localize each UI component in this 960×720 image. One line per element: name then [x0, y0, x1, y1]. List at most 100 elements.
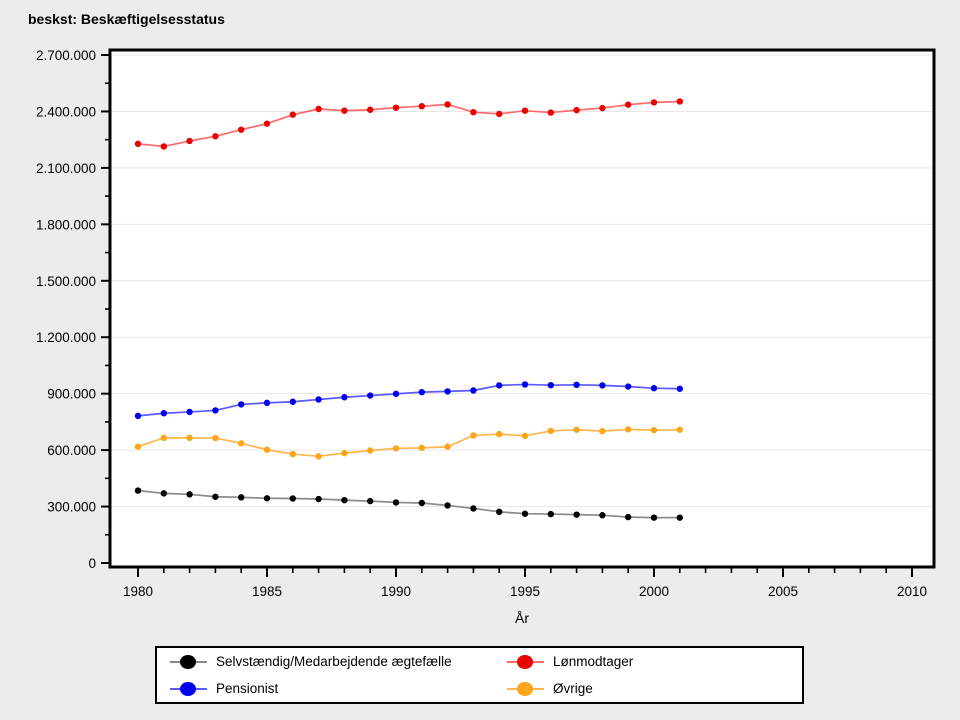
- x-axis-tick-label: 1995: [510, 584, 540, 599]
- data-point: [392, 445, 400, 452]
- data-point: [186, 137, 193, 145]
- data-point: [547, 109, 554, 116]
- data-point: [496, 508, 503, 516]
- data-point: [650, 426, 658, 434]
- y-axis-tick-label: 1.800.000: [36, 217, 96, 232]
- data-point: [573, 381, 580, 389]
- data-point: [418, 499, 425, 507]
- y-axis-tick-label: 2.400.000: [36, 104, 96, 119]
- x-axis-tick-label: 2005: [768, 584, 798, 599]
- line-chart-canvas: 0 300.000 600.000 900.000 1.200.000 1.500.000…: [36, 48, 936, 626]
- data-point: [547, 510, 554, 518]
- data-point: [676, 426, 683, 433]
- data-point: [625, 101, 632, 108]
- data-point: [547, 427, 554, 435]
- series-line-3: [137, 428, 680, 458]
- data-point: [392, 390, 400, 398]
- data-point: [599, 512, 606, 519]
- data-point: [521, 432, 529, 440]
- y-axis-tick-label: 900.000: [47, 387, 96, 402]
- y-axis-tick-label: 2.100.000: [36, 161, 96, 176]
- data-point: [238, 401, 245, 408]
- data-point: [212, 407, 219, 414]
- data-point: [160, 434, 167, 442]
- data-point: [573, 426, 580, 433]
- data-point: [186, 408, 193, 416]
- data-point: [341, 394, 348, 401]
- data-point: [160, 410, 167, 417]
- data-point: [315, 396, 322, 403]
- data-point: [521, 510, 529, 517]
- data-point: [186, 491, 193, 498]
- data-point: [289, 450, 296, 458]
- data-point: [650, 99, 658, 106]
- data-point: [418, 388, 425, 396]
- legend-item-oevrige: Øvrige: [507, 681, 802, 697]
- chart-legend: Selvstændig/Medarbejdende ægtefælle Lønm…: [155, 646, 804, 704]
- series-marker-icon: [170, 654, 207, 670]
- y-axis-tick-label: 1.200.000: [36, 330, 96, 345]
- data-point: [212, 493, 219, 500]
- data-point: [470, 505, 477, 512]
- plot-area: [110, 50, 934, 567]
- data-point: [160, 490, 167, 497]
- data-point: [367, 497, 374, 505]
- series-line-1: [137, 100, 680, 148]
- data-point: [496, 430, 503, 438]
- data-point: [263, 446, 271, 453]
- data-point: [470, 432, 477, 439]
- data-point: [341, 107, 348, 114]
- data-point: [650, 514, 658, 521]
- data-point: [521, 107, 529, 114]
- data-point: [263, 120, 271, 127]
- data-point: [134, 487, 142, 494]
- legend-item-pensionist: Pensionist: [170, 681, 507, 697]
- data-point: [341, 496, 348, 504]
- data-point: [263, 495, 271, 502]
- data-point: [134, 412, 142, 420]
- data-point: [238, 126, 245, 133]
- data-point: [263, 399, 271, 407]
- data-point: [676, 514, 683, 521]
- data-point: [676, 98, 683, 105]
- legend-label: Lønmodtager: [553, 654, 634, 669]
- x-axis-tick-label: 1980: [123, 584, 153, 599]
- y-axis-tick-label: 0: [88, 556, 96, 571]
- data-point: [289, 495, 296, 502]
- data-point: [547, 382, 554, 389]
- data-point: [315, 453, 322, 460]
- data-point: [238, 440, 245, 447]
- data-point: [367, 447, 374, 454]
- legend-label: Øvrige: [553, 681, 593, 696]
- y-axis-tick-label: 2.700.000: [36, 48, 96, 63]
- series-marker-icon: [507, 654, 544, 670]
- data-point: [160, 143, 167, 150]
- legend-item-selvstaendig: Selvstændig/Medarbejdende ægtefælle: [170, 654, 507, 670]
- data-point: [625, 513, 632, 521]
- data-point: [599, 104, 606, 112]
- data-point: [676, 385, 683, 392]
- data-point: [625, 383, 632, 390]
- data-point: [315, 105, 322, 113]
- series-line-2: [137, 383, 680, 417]
- data-point: [289, 111, 296, 118]
- data-point: [599, 382, 606, 389]
- legend-item-loenmodtager: Lønmodtager: [507, 654, 802, 670]
- x-axis-tick-label: 2000: [639, 584, 669, 599]
- y-axis-tick-label: 600.000: [47, 443, 96, 458]
- data-point: [625, 426, 632, 433]
- data-point: [496, 110, 503, 118]
- data-point: [599, 427, 606, 435]
- data-point: [392, 104, 400, 111]
- data-point: [315, 495, 322, 503]
- data-point: [392, 499, 400, 506]
- y-axis-tick-label: 300.000: [47, 500, 96, 515]
- data-point: [418, 444, 425, 452]
- data-point: [418, 102, 425, 110]
- data-point: [289, 398, 296, 405]
- data-point: [444, 388, 451, 395]
- data-point: [367, 392, 374, 399]
- chart-title: beskst: Beskæftigelsesstatus: [28, 11, 225, 27]
- data-point: [470, 108, 477, 116]
- data-point: [521, 381, 529, 388]
